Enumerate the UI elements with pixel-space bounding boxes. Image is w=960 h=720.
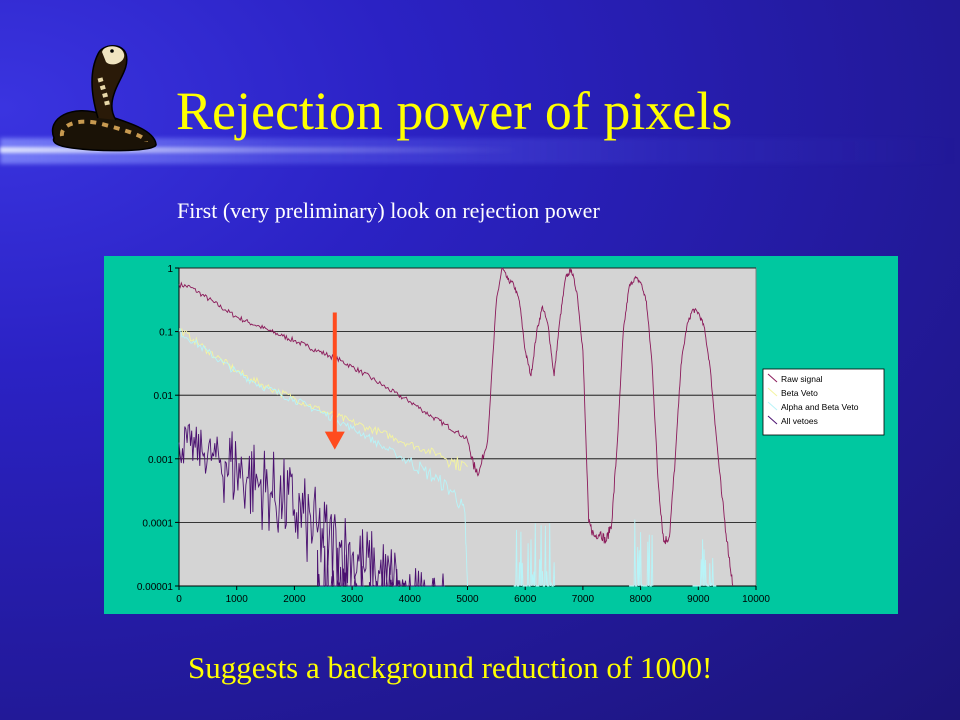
down-arrow-head [324, 431, 345, 450]
slide-title: Rejection power of pixels [176, 81, 733, 141]
series-line-all-vetoes [178, 423, 399, 588]
legend-swatch [767, 387, 778, 397]
x-tick-label: 0 [176, 594, 182, 605]
y-tick-label: 0.01 [154, 391, 174, 402]
x-tick-label: 7000 [572, 594, 595, 605]
x-tick-label: 8000 [629, 594, 652, 605]
y-tick-label: 0.0001 [142, 518, 173, 529]
legend-entry: All vetoes [781, 416, 818, 426]
legend-entry: Raw signal [781, 374, 823, 384]
x-tick-label: 3000 [341, 594, 364, 605]
legend-swatch [767, 401, 778, 411]
legend-entry: Beta Veto [781, 388, 818, 398]
x-tick-label: 4000 [399, 594, 422, 605]
slide-caption: Suggests a background reduction of 1000! [188, 650, 713, 685]
series-noise [692, 539, 717, 587]
series-noise [317, 545, 365, 587]
slide-subtitle: First (very preliminary) look on rejecti… [177, 198, 600, 223]
series-line-beta-veto [178, 328, 468, 471]
legend-swatch [767, 373, 778, 383]
x-tick-label: 1000 [226, 594, 249, 605]
x-tick-label: 9000 [687, 594, 710, 605]
x-tick-label: 6000 [514, 594, 537, 605]
cobra-snake-icon [51, 45, 157, 152]
rejection-power-chart: 1 0.1 0.01 0.001 0.0001 0.00001 0 1000 2000 3000 4… [104, 256, 898, 614]
series-noise [368, 568, 446, 587]
plot-area [178, 267, 757, 587]
y-tick-label: 0.001 [148, 455, 173, 466]
y-tick-label: 1 [167, 264, 173, 275]
series-line-raw-signal [178, 267, 734, 587]
legend-entry: Alpha and Beta Veto [781, 402, 859, 412]
legend-box [762, 368, 885, 436]
y-tick-label: 0.1 [159, 328, 173, 339]
series-noise [629, 519, 654, 588]
light-streak-highlight [0, 147, 520, 153]
y-tick-label: 0.00001 [137, 582, 174, 593]
x-tick-label: 2000 [283, 594, 306, 605]
x-tick-label: 5000 [456, 594, 479, 605]
series-noise [513, 523, 556, 587]
series-line-alpha-and-beta-veto [178, 327, 468, 587]
legend-swatch [767, 415, 778, 425]
x-tick-label: 10000 [742, 594, 770, 605]
